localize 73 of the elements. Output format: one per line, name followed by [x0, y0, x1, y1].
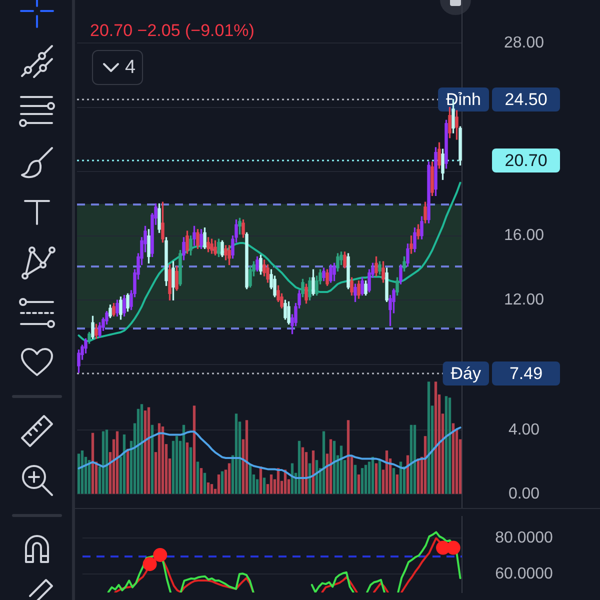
bar	[262, 478, 266, 494]
dropdown-button: 4	[92, 50, 143, 85]
bar	[105, 430, 108, 494]
bar	[203, 472, 206, 494]
bar	[396, 474, 399, 494]
bar	[217, 474, 220, 494]
bar	[357, 474, 360, 494]
bar	[385, 450, 388, 494]
bar	[206, 482, 210, 494]
y-tick-label: 80.0000	[495, 530, 554, 547]
bar	[427, 382, 430, 494]
bar	[161, 426, 164, 494]
annotation: 4	[125, 57, 136, 78]
bar	[360, 468, 364, 494]
bar	[452, 423, 455, 494]
bar	[354, 464, 357, 494]
text: 20.70 −2.05 (−9.01%)	[90, 21, 254, 40]
bar	[424, 436, 427, 494]
y-tick-label: 28.00	[504, 34, 544, 52]
bar	[189, 447, 192, 494]
bar	[448, 398, 452, 494]
ref-line-label: Đáy	[450, 364, 482, 384]
bar	[298, 440, 301, 494]
bar	[410, 424, 413, 494]
bar	[322, 431, 326, 494]
bar	[102, 431, 105, 494]
bar	[200, 468, 203, 494]
bar	[116, 431, 119, 494]
bar	[270, 474, 273, 494]
bar	[248, 464, 252, 494]
text: 20.70	[504, 151, 548, 170]
bar	[301, 447, 304, 494]
ref-line-label: Đỉnh	[446, 90, 482, 110]
bar	[245, 420, 248, 494]
bar	[346, 420, 350, 494]
bar	[196, 462, 200, 494]
bar	[192, 406, 196, 494]
bar	[228, 463, 231, 494]
y-tick-label: 4.00	[508, 421, 540, 438]
y-tick-label: 16.00	[504, 227, 544, 244]
bar	[340, 446, 343, 494]
bar	[140, 404, 144, 494]
bar	[378, 460, 382, 494]
bar	[444, 396, 448, 494]
bar	[332, 440, 336, 494]
bar	[158, 423, 161, 494]
point	[446, 540, 460, 555]
bar	[91, 432, 94, 494]
bar	[220, 471, 224, 494]
bar	[392, 468, 396, 494]
y-tick-label: 0.00	[508, 485, 540, 502]
bar	[126, 448, 130, 494]
y-tick-label: 60.0000	[495, 566, 554, 583]
bar	[122, 434, 126, 494]
point	[153, 548, 168, 562]
bar	[186, 442, 189, 494]
y-tick-label: 12.00	[504, 291, 544, 308]
bar	[144, 410, 147, 494]
bar	[329, 439, 332, 494]
bar	[374, 463, 378, 494]
bar	[364, 464, 368, 494]
bar	[210, 484, 214, 494]
bar	[182, 424, 186, 494]
point	[142, 557, 157, 572]
bar	[150, 424, 154, 494]
bar	[77, 454, 80, 494]
bar	[434, 382, 438, 494]
bar	[234, 414, 238, 494]
text: 7.49	[509, 364, 543, 384]
bar	[413, 424, 416, 494]
text: 24.50	[504, 90, 548, 110]
bar	[147, 407, 150, 494]
bar	[175, 436, 178, 494]
